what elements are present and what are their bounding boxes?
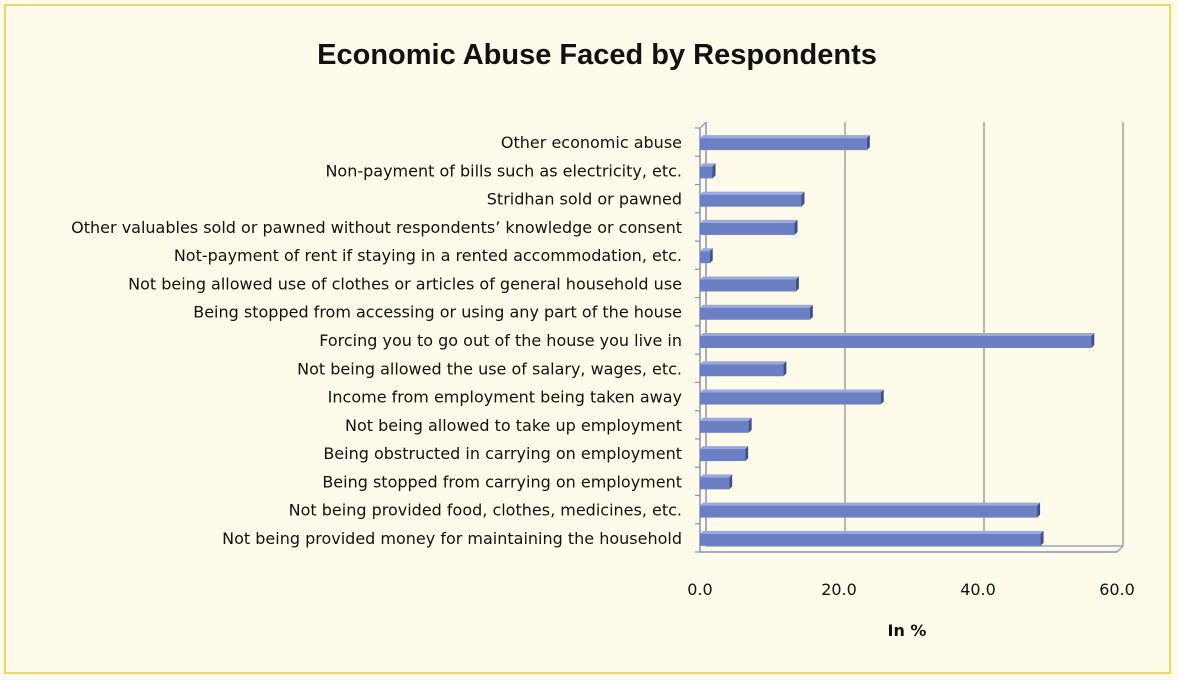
category-label: Being stopped from accessing or using an… bbox=[193, 303, 682, 322]
bar-end-face bbox=[783, 361, 787, 377]
bar-end-face bbox=[795, 276, 799, 292]
bar-top-face bbox=[700, 248, 713, 252]
x-tick-label: 40.0 bbox=[960, 580, 996, 599]
bar-front-face bbox=[700, 364, 784, 377]
bar-end-face bbox=[745, 446, 749, 462]
bar-front-face bbox=[700, 420, 749, 433]
bar-front-face bbox=[700, 279, 796, 292]
bar-end-face bbox=[712, 163, 716, 179]
x-axis-title: In % bbox=[888, 621, 927, 640]
bar-front-face bbox=[700, 449, 746, 462]
bar-top-face bbox=[700, 135, 870, 139]
bar bbox=[700, 135, 870, 151]
bar-top-face bbox=[700, 446, 749, 450]
category-label: Not being allowed to take up employment bbox=[345, 416, 682, 435]
bar-front-face bbox=[700, 533, 1041, 546]
bar-front-face bbox=[700, 251, 710, 264]
bar bbox=[700, 219, 798, 235]
x-axis-end-edge bbox=[1116, 545, 1124, 553]
category-label: Not-payment of rent if staying in a rent… bbox=[174, 246, 682, 265]
bar-end-face bbox=[809, 304, 813, 320]
bar-front-face bbox=[700, 336, 1092, 348]
category-label: Not being allowed the use of salary, wag… bbox=[297, 359, 682, 378]
bar-top-face bbox=[700, 191, 805, 195]
category-label: Not being allowed use of clothes or arti… bbox=[128, 274, 682, 293]
bar-top-face bbox=[700, 530, 1044, 534]
category-label: Being obstructed in carrying on employme… bbox=[323, 444, 682, 463]
bar bbox=[700, 163, 716, 179]
bar bbox=[700, 276, 799, 292]
bar-front-face bbox=[700, 392, 881, 405]
bar-front-face bbox=[700, 222, 795, 235]
bar-end-face bbox=[880, 389, 884, 405]
bar-end-face bbox=[709, 248, 713, 264]
bar bbox=[700, 304, 813, 320]
bar-end-face bbox=[794, 219, 798, 235]
bar-front-face bbox=[700, 307, 810, 320]
x-tick-label: 60.0 bbox=[1099, 580, 1135, 599]
bar-end-face bbox=[748, 417, 752, 433]
bar bbox=[700, 191, 805, 207]
category-label: Stridhan sold or pawned bbox=[487, 190, 682, 209]
bar-end-face bbox=[866, 135, 870, 151]
bar-top-face bbox=[700, 474, 733, 478]
y-axis-top-edge bbox=[699, 121, 707, 129]
category-label: Forcing you to go out of the house you l… bbox=[319, 331, 682, 350]
bar-top-face bbox=[700, 333, 1095, 336]
bar-top-face bbox=[700, 502, 1041, 506]
bar bbox=[700, 361, 787, 377]
category-label: Not being provided money for maintaining… bbox=[222, 529, 682, 548]
bar-front-face bbox=[700, 166, 713, 179]
bar bbox=[700, 333, 1095, 348]
category-label: Non-payment of bills such as electricity… bbox=[325, 161, 682, 180]
bars bbox=[700, 135, 1095, 546]
bar-top-face bbox=[700, 276, 799, 280]
category-label: Other economic abuse bbox=[501, 133, 682, 152]
bar-top-face bbox=[700, 219, 798, 223]
bar bbox=[700, 502, 1041, 518]
bar-top-face bbox=[700, 304, 813, 308]
x-tick-label: 0.0 bbox=[687, 580, 712, 599]
bar-end-face bbox=[801, 191, 805, 207]
bar-front-face bbox=[700, 194, 802, 207]
bar-end-face bbox=[1037, 502, 1041, 518]
bar-front-face bbox=[700, 477, 730, 490]
category-label: Other valuables sold or pawned without r… bbox=[71, 218, 682, 237]
x-tick-label: 20.0 bbox=[821, 580, 857, 599]
chart-title: Economic Abuse Faced by Respondents bbox=[317, 39, 877, 71]
bar-top-face bbox=[700, 389, 884, 393]
bar-end-face bbox=[729, 474, 733, 490]
category-label: Being stopped from carrying on employmen… bbox=[322, 472, 682, 491]
bar bbox=[700, 446, 749, 462]
bar-end-face bbox=[1091, 333, 1095, 348]
bar-front-face bbox=[700, 138, 867, 151]
bar-end-face bbox=[1040, 530, 1044, 546]
bar-top-face bbox=[700, 163, 716, 167]
bar-top-face bbox=[700, 417, 752, 421]
category-labels: Other economic abuse Non-payment of bills… bbox=[71, 133, 682, 548]
bar bbox=[700, 474, 733, 490]
x-tick-labels: 0.0 20.0 40.0 60.0 bbox=[687, 580, 1135, 599]
bar bbox=[700, 389, 884, 405]
bar bbox=[700, 530, 1044, 546]
bar bbox=[700, 248, 713, 264]
bar-top-face bbox=[700, 361, 787, 365]
category-label: Not being provided food, clothes, medici… bbox=[289, 501, 682, 520]
category-label: Income from employment being taken away bbox=[328, 388, 682, 407]
bar-front-face bbox=[700, 505, 1038, 518]
bar bbox=[700, 417, 752, 433]
